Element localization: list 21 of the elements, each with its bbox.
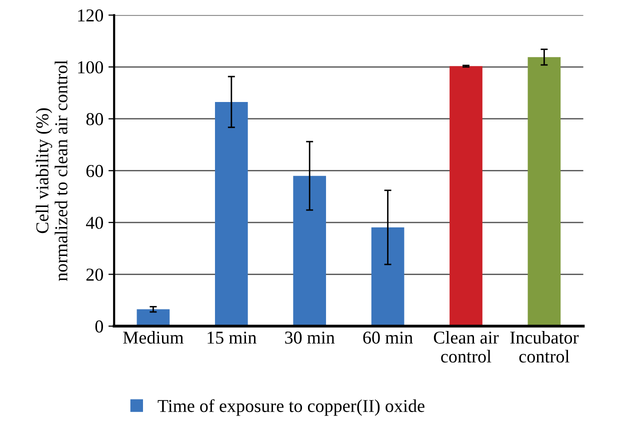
- y-axis-title: Cell viability (%) normalized to clean air control: [36, 60, 68, 282]
- legend-label: Time of exposure to copper(II) oxide: [158, 399, 424, 416]
- x-tick-label: Incubator control: [510, 331, 579, 363]
- y-tick-label: 120: [78, 9, 104, 22]
- bar: [450, 66, 482, 326]
- y-tick-label: 20: [86, 268, 104, 281]
- y-tick-label: 0: [95, 320, 104, 333]
- x-tick-label: Medium: [123, 331, 184, 344]
- x-tick-label: 60 min: [363, 332, 413, 344]
- bar: [528, 57, 561, 326]
- y-tick-label: 80: [86, 113, 104, 126]
- bar: [293, 176, 326, 326]
- bar: [371, 227, 404, 326]
- x-tick-label: 30 min: [285, 332, 335, 344]
- bar: [136, 309, 170, 326]
- y-tick-label: 40: [86, 216, 104, 229]
- y-tick-label: 100: [78, 61, 104, 74]
- x-tick-label: Clean air control: [434, 331, 499, 363]
- x-tick-label: 15 min: [208, 332, 256, 344]
- bar: [214, 102, 248, 326]
- y-tick-label: 60: [86, 164, 104, 178]
